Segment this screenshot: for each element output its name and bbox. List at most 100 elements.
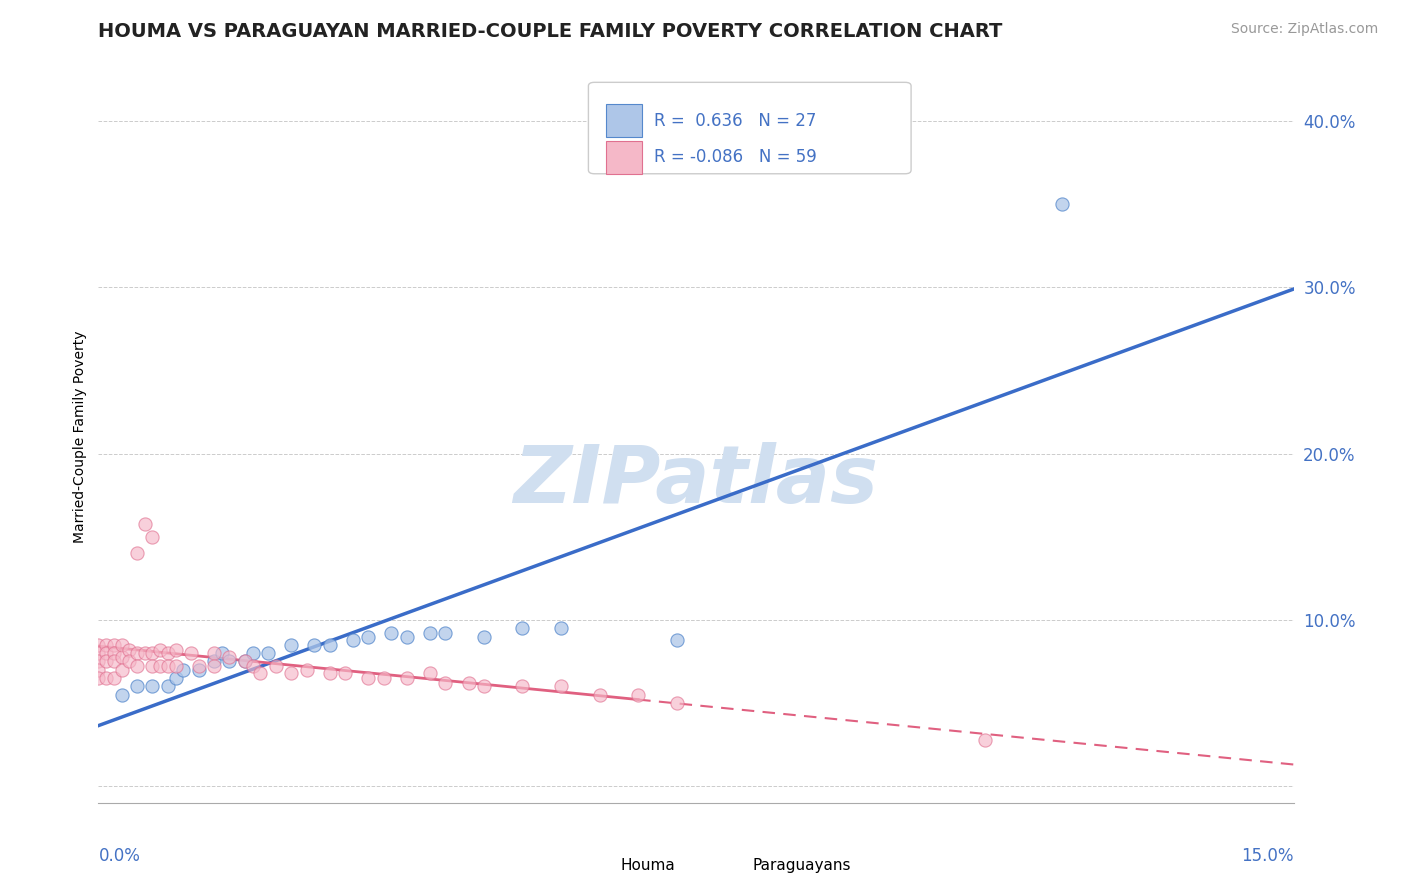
Point — [665, 632, 688, 647]
Point — [472, 630, 495, 644]
Point — [156, 659, 179, 673]
Point — [87, 671, 110, 685]
Point — [249, 666, 271, 681]
Text: HOUMA VS PARAGUAYAN MARRIED-COUPLE FAMILY POVERTY CORRELATION CHART: HOUMA VS PARAGUAYAN MARRIED-COUPLE FAMIL… — [98, 22, 1002, 41]
Point — [233, 655, 256, 669]
Bar — [606, 141, 643, 174]
Point — [87, 646, 110, 660]
Point — [94, 638, 117, 652]
Text: R =  0.636   N = 27: R = 0.636 N = 27 — [654, 112, 817, 129]
Point — [395, 630, 418, 644]
Point — [395, 671, 418, 685]
Point — [233, 655, 256, 669]
Point — [118, 643, 141, 657]
Point — [202, 659, 225, 673]
Point — [103, 655, 125, 669]
Point — [125, 680, 148, 694]
Point — [187, 659, 209, 673]
Point — [125, 659, 148, 673]
Point — [974, 732, 997, 747]
Point — [380, 626, 402, 640]
Point — [512, 680, 534, 694]
Point — [110, 663, 132, 677]
Point — [512, 621, 534, 635]
Point — [211, 646, 233, 660]
Point — [165, 671, 187, 685]
Point — [1050, 197, 1073, 211]
Point — [588, 688, 610, 702]
Point — [472, 680, 495, 694]
Text: 15.0%: 15.0% — [1241, 847, 1294, 864]
Text: R = -0.086   N = 59: R = -0.086 N = 59 — [654, 148, 817, 166]
Point — [187, 663, 209, 677]
Point — [357, 630, 380, 644]
Point — [434, 626, 457, 640]
Point — [110, 649, 132, 664]
Point — [141, 659, 163, 673]
Point — [103, 638, 125, 652]
Point — [165, 643, 187, 657]
Point — [373, 671, 395, 685]
Point — [202, 646, 225, 660]
Point — [134, 646, 156, 660]
Point — [156, 646, 179, 660]
Point — [87, 638, 110, 652]
Point — [280, 638, 302, 652]
Point — [295, 663, 318, 677]
Point — [118, 655, 141, 669]
Point — [242, 659, 264, 673]
Point — [134, 516, 156, 531]
Point — [149, 659, 172, 673]
Point — [550, 621, 572, 635]
Point — [125, 646, 148, 660]
Point — [94, 671, 117, 685]
Point — [333, 666, 356, 681]
Bar — [588, 859, 614, 874]
Bar — [720, 859, 747, 874]
Point — [94, 646, 117, 660]
Text: ZIPatlas: ZIPatlas — [513, 442, 879, 520]
Point — [550, 680, 572, 694]
Point — [342, 632, 364, 647]
Point — [87, 663, 110, 677]
Text: Houma: Houma — [620, 858, 675, 873]
Point — [110, 688, 132, 702]
Point — [419, 666, 441, 681]
Point — [172, 663, 194, 677]
Point — [141, 530, 163, 544]
Point — [665, 696, 688, 710]
Point — [94, 655, 117, 669]
Point — [156, 680, 179, 694]
Point — [627, 688, 650, 702]
Point — [218, 655, 240, 669]
Point — [319, 638, 342, 652]
Point — [242, 646, 264, 660]
Y-axis label: Married-Couple Family Poverty: Married-Couple Family Poverty — [73, 331, 87, 543]
Point — [357, 671, 380, 685]
Point — [141, 646, 163, 660]
Point — [165, 659, 187, 673]
Point — [419, 626, 441, 640]
Point — [304, 638, 326, 652]
Point — [87, 655, 110, 669]
Point — [180, 646, 202, 660]
Point — [103, 671, 125, 685]
Bar — [606, 104, 643, 137]
Text: Source: ZipAtlas.com: Source: ZipAtlas.com — [1230, 22, 1378, 37]
Point — [319, 666, 342, 681]
Text: 0.0%: 0.0% — [98, 847, 141, 864]
Point — [280, 666, 302, 681]
Point — [257, 646, 280, 660]
Point — [264, 659, 287, 673]
Text: Paraguayans: Paraguayans — [752, 858, 851, 873]
Point — [457, 676, 479, 690]
Point — [103, 646, 125, 660]
Point — [141, 680, 163, 694]
Point — [202, 655, 225, 669]
Point — [125, 546, 148, 560]
Point — [218, 649, 240, 664]
Point — [434, 676, 457, 690]
Point — [149, 643, 172, 657]
Point — [110, 638, 132, 652]
FancyBboxPatch shape — [588, 82, 911, 174]
